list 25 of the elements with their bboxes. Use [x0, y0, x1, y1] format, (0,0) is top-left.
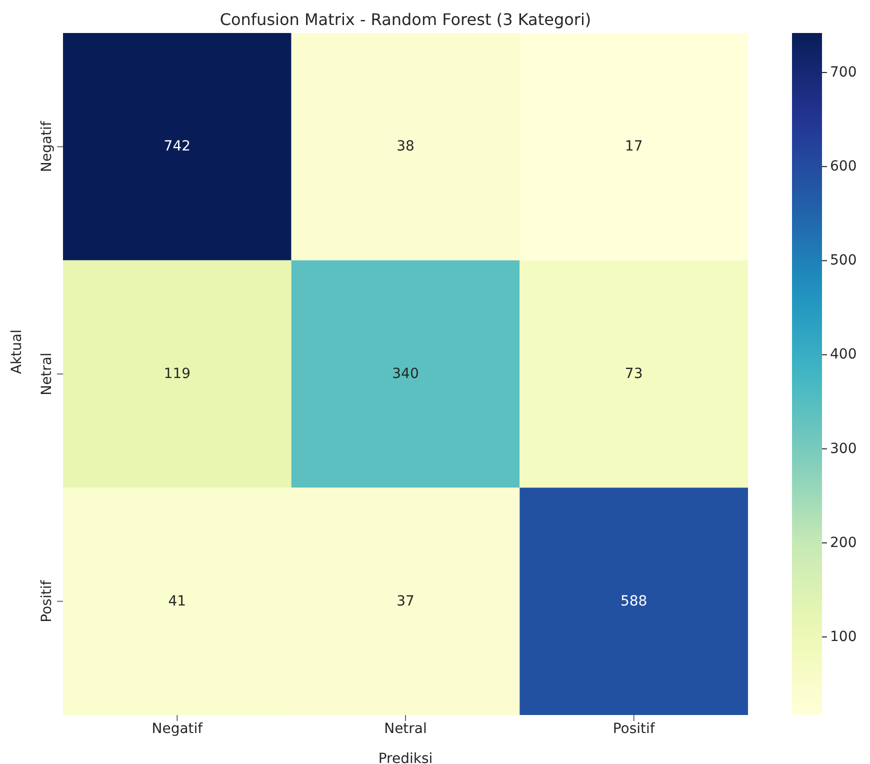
data-label: 73: [624, 366, 643, 382]
color-bar-label: 200: [830, 534, 857, 551]
color-bar-label: 600: [830, 158, 857, 175]
y-tick-label: Negatif: [39, 120, 55, 172]
y-tick-label: Positif: [39, 579, 55, 622]
data-label: 119: [164, 366, 191, 382]
data-label: 588: [620, 593, 648, 610]
x-axis-title: Prediksi: [378, 751, 433, 764]
data-label: 17: [624, 138, 643, 155]
y-tick-label: Netral: [39, 352, 55, 396]
color-bar-label: 400: [830, 346, 857, 363]
x-tick-label: Netral: [384, 720, 427, 737]
data-label: 340: [392, 366, 419, 382]
data-label: 742: [164, 138, 191, 155]
data-label: 41: [168, 593, 186, 610]
color-bar-label: 300: [830, 440, 857, 457]
color-bar-label: 500: [830, 252, 857, 269]
chart-title: Confusion Matrix - Random Forest (3 Kategori): [218, 10, 592, 29]
data-label: 37: [396, 593, 414, 610]
y-axis-title: Aktual: [8, 329, 25, 374]
color-bar-label: 100: [830, 628, 857, 645]
data-label: 38: [396, 138, 414, 155]
color-bar-label: 700: [830, 64, 857, 81]
x-tick-label: Positif: [612, 720, 656, 737]
x-tick-label: Negatif: [152, 720, 204, 737]
